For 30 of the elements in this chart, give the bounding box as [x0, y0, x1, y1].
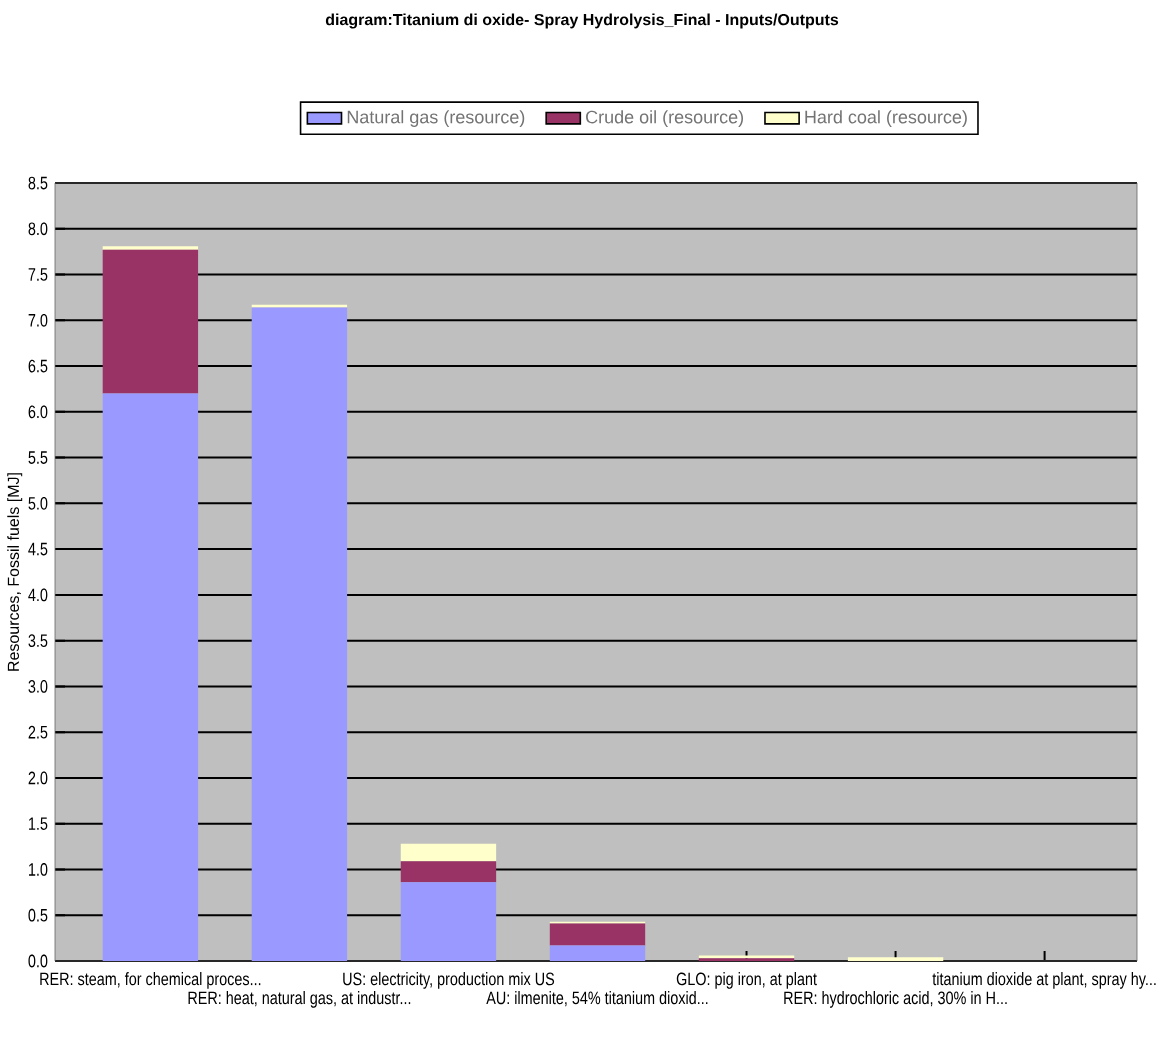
y-tick-label: 3.5: [28, 634, 48, 648]
y-tick-label: 5.5: [28, 451, 48, 464]
y-tick-label: 8.5: [28, 176, 48, 190]
y-axis-title: Resources, Fossil fuels [MJ]: [7, 473, 23, 671]
x-tick-label: GLO: pig iron, at plant: [676, 972, 817, 989]
legend-label: Natural gas (resource): [347, 110, 525, 127]
y-tick-label: 8.0: [28, 222, 48, 236]
x-tick-label: AU: ilmenite, 54% titanium dioxid...: [486, 991, 708, 1007]
y-tick-label: 1.0: [29, 863, 48, 876]
y-tick-label: 2.0: [28, 771, 48, 785]
y-tick-label: 2.5: [28, 725, 48, 739]
y-tick-label: 6.0: [28, 405, 48, 419]
x-tick-label: RER: heat, natural gas, at industr...: [188, 991, 411, 1008]
y-tick-label: 3.0: [28, 680, 48, 693]
y-tick-label: 4.5: [28, 542, 48, 556]
x-tick-label: RER: hydrochloric acid, 30% in H...: [784, 991, 1007, 1008]
y-tick-label: 1.5: [29, 817, 48, 830]
legend-label: Crude oil (resource): [586, 110, 744, 127]
x-tick-label: US: electricity, production mix US: [343, 972, 555, 989]
chart-title: diagram:Titanium di oxide- Spray Hydrolysis_Final - Inputs/Outputs: [325, 13, 839, 29]
y-tick-label: 7.0: [28, 313, 48, 327]
x-tick-label: RER: steam, for chemical proces...: [40, 972, 261, 989]
y-tick-label: 0.0: [28, 954, 48, 968]
y-tick-label: 5.0: [28, 496, 48, 510]
y-tick-label: 0.5: [28, 908, 48, 922]
y-tick-label: 7.5: [28, 268, 48, 281]
y-tick-label: 6.5: [28, 359, 48, 373]
x-tick-label: titanium dioxide at plant, spray hy...: [932, 972, 1156, 989]
y-tick-label: 4.0: [28, 588, 48, 602]
legend-label: Hard coal (resource): [805, 110, 967, 127]
